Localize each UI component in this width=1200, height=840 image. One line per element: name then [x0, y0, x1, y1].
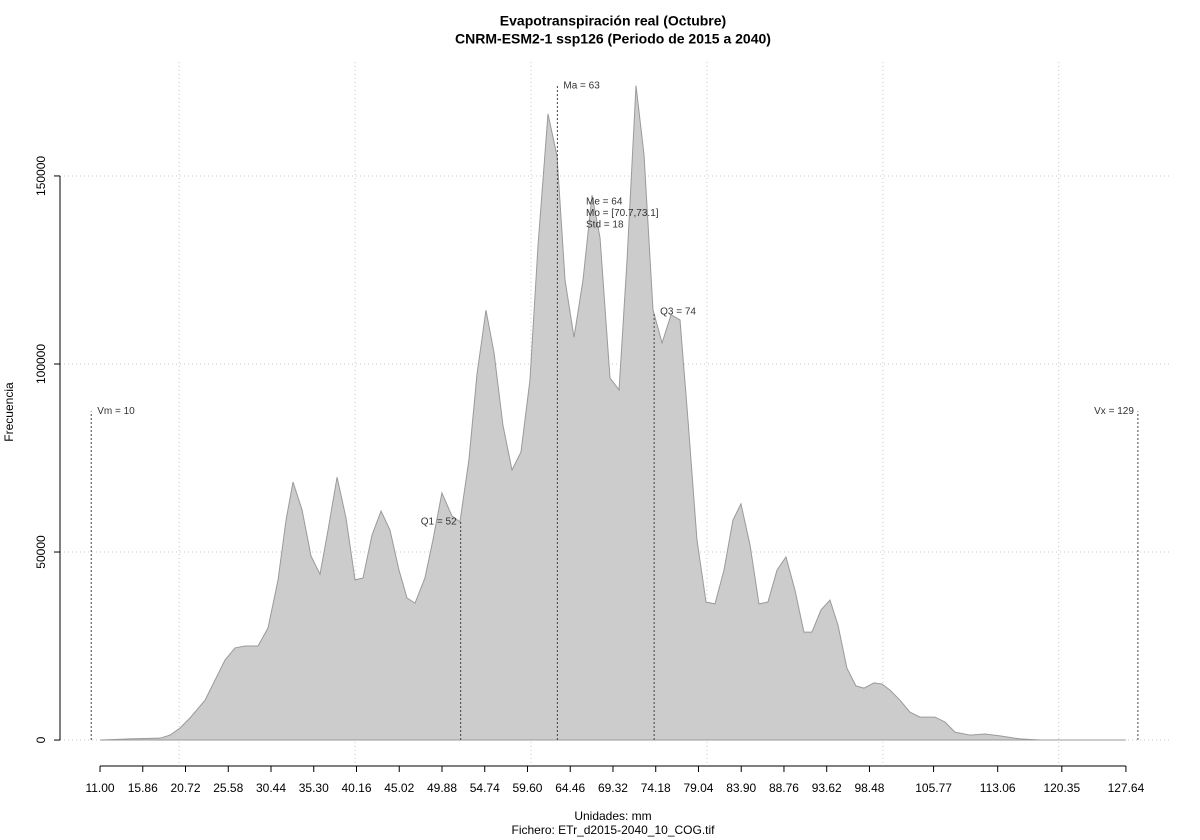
marker-label: Ma = 63 — [563, 80, 600, 91]
x-tick-label: 49.88 — [427, 781, 457, 795]
y-tick-label: 0 — [34, 736, 48, 743]
x-tick-label: 54.74 — [470, 781, 500, 795]
marker-label: Q3 = 74 — [660, 307, 696, 318]
x-tick-label: 98.48 — [854, 781, 884, 795]
marker-label: Vx = 129 — [1094, 406, 1134, 417]
y-tick-label: 100000 — [34, 344, 48, 384]
x-tick-label: 120.35 — [1043, 781, 1080, 795]
y-axis-label: Frecuencia — [2, 382, 16, 442]
stat-label: Mo = [70.7,73.1] — [586, 208, 659, 219]
x-tick-label: 74.18 — [641, 781, 671, 795]
x-axis-label: Unidades: mm — [574, 809, 651, 823]
x-tick-label: 30.44 — [256, 781, 286, 795]
x-tick-label: 25.58 — [213, 781, 243, 795]
x-tick-label: 20.72 — [170, 781, 200, 795]
stat-label: Me = 64 — [586, 197, 623, 208]
marker-label: Vm = 10 — [97, 406, 135, 417]
x-tick-label: 113.06 — [980, 781, 1016, 795]
x-tick-label: 88.76 — [769, 781, 799, 795]
x-tick-label: 79.04 — [683, 781, 713, 795]
x-tick-label: 59.60 — [512, 781, 542, 795]
x-tick-label: 105.77 — [915, 781, 952, 795]
x-tick-label: 69.32 — [598, 781, 628, 795]
x-tick-label: 83.90 — [726, 781, 756, 795]
area — [100, 85, 1126, 741]
x-tick-label: 40.16 — [341, 781, 371, 795]
footer: Fichero: ETr_d2015-2040_10_COG.tif — [512, 823, 716, 837]
chart-title: Evapotranspiración real (Octubre) — [500, 13, 726, 29]
x-tick-label: 45.02 — [384, 781, 414, 795]
stat-label: Std = 18 — [586, 220, 624, 231]
x-tick-label: 93.62 — [812, 781, 842, 795]
y-tick-label: 50000 — [34, 535, 48, 569]
x-tick-label: 15.86 — [128, 781, 158, 795]
y-tick-label: 150000 — [34, 156, 48, 196]
chart-subtitle: CNRM-ESM2-1 ssp126 (Periodo de 2015 a 20… — [455, 31, 771, 47]
x-tick-label: 127.64 — [1108, 781, 1145, 795]
x-tick-label: 11.00 — [85, 781, 114, 795]
x-tick-label: 64.46 — [555, 781, 585, 795]
marker-label: Q1 = 52 — [421, 517, 457, 528]
x-tick-label: 35.30 — [299, 781, 329, 795]
